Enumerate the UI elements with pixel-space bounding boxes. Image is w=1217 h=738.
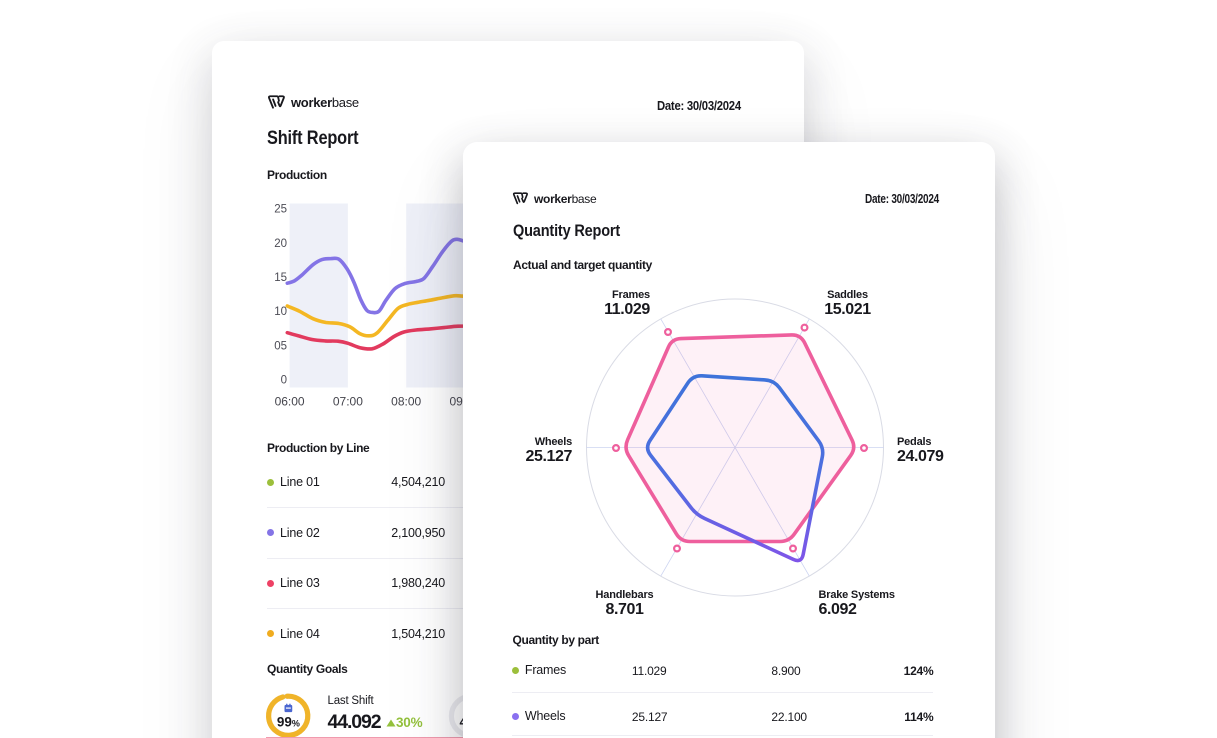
svg-text:25: 25 [274,204,287,216]
svg-text:07:00: 07:00 [333,395,363,409]
svg-text:15: 15 [274,272,287,284]
svg-text:0: 0 [281,375,287,387]
svg-text:08:00: 08:00 [391,395,421,409]
svg-text:99%: 99% [277,715,300,730]
svg-text:20: 20 [274,238,287,250]
svg-text:10: 10 [274,306,287,318]
svg-text:06:00: 06:00 [275,395,305,409]
svg-text:05: 05 [274,340,287,352]
